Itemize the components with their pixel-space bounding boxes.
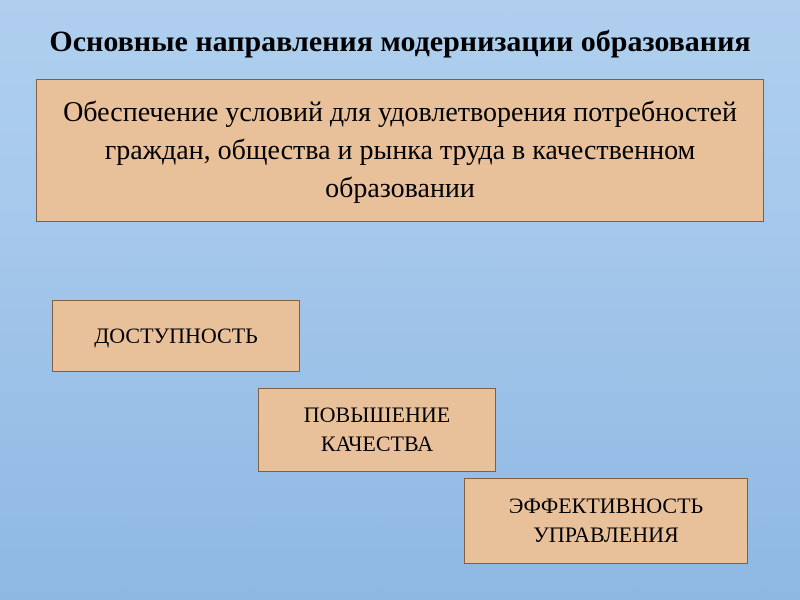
step-accessibility: ДОСТУПНОСТЬ [52, 300, 300, 372]
main-description-box: Обеспечение условий для удовлетворения п… [36, 79, 764, 222]
slide-title: Основные направления модернизации образо… [0, 0, 800, 79]
step-management: ЭФФЕКТИВНОСТЬ УПРАВЛЕНИЯ [464, 478, 748, 564]
step-quality: ПОВЫШЕНИЕ КАЧЕСТВА [258, 388, 496, 472]
